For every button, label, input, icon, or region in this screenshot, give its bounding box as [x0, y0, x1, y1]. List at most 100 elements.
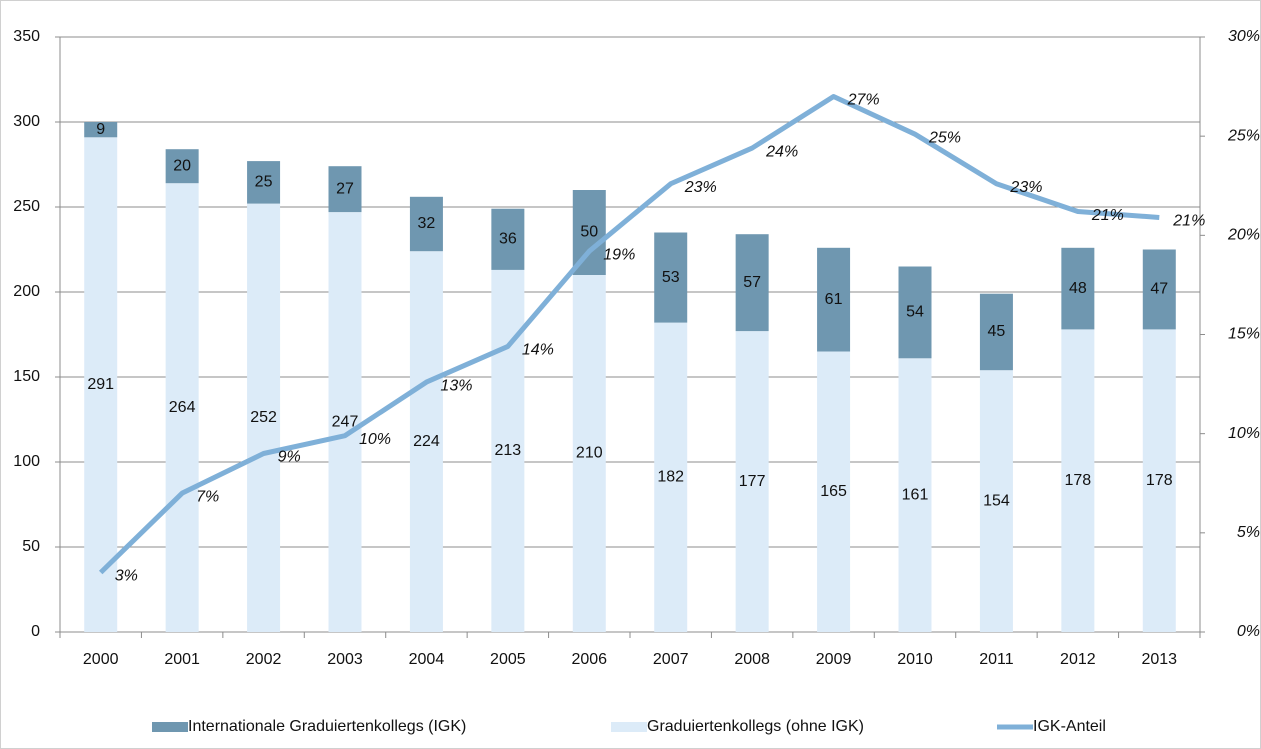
bar [491, 208, 525, 270]
line-label: 21% [1172, 213, 1205, 230]
line-label: 14% [522, 342, 554, 359]
x-tick-label: 2007 [653, 651, 689, 668]
y2-tick-label: 5% [1237, 524, 1260, 541]
bar-label: 252 [250, 409, 277, 426]
y-tick-label: 0 [31, 623, 40, 640]
x-tick-label: 2010 [897, 651, 933, 668]
bar [817, 351, 851, 632]
bar [572, 275, 606, 632]
line-label: 24% [765, 143, 798, 160]
y-tick-label: 150 [13, 368, 40, 385]
x-tick-label: 2000 [83, 651, 119, 668]
bar-label: 20 [173, 157, 191, 174]
bar-label: 61 [825, 291, 843, 308]
bar-label: 25 [255, 174, 273, 191]
legend-label: Internationale Graduiertenkollegs (IGK) [188, 718, 466, 735]
bar [84, 137, 118, 633]
legend-swatch [611, 722, 647, 732]
bar-label: 47 [1150, 281, 1168, 298]
x-tick-label: 2006 [571, 651, 607, 668]
y2-tick-label: 25% [1227, 127, 1260, 144]
bar-label: 27 [336, 180, 354, 197]
bar-label: 45 [988, 323, 1006, 340]
bar-label: 50 [580, 224, 598, 241]
bar-label: 213 [495, 442, 522, 459]
x-tick-label: 2001 [164, 651, 200, 668]
bar-label: 291 [87, 376, 114, 393]
line-label: 3% [115, 568, 138, 585]
line-label: 27% [847, 92, 880, 109]
y-tick-label: 100 [13, 453, 40, 470]
bar [247, 161, 281, 204]
bar [898, 358, 932, 632]
bar [247, 203, 281, 632]
bar-label: 264 [169, 399, 196, 416]
bar [654, 322, 688, 632]
bar [165, 149, 199, 184]
legend-label: IGK-Anteil [1033, 718, 1106, 735]
bar [979, 370, 1013, 632]
line-label: 9% [278, 449, 301, 466]
y2-tick-label: 30% [1228, 28, 1260, 45]
line-label: 10% [359, 431, 391, 448]
bar [979, 293, 1013, 371]
bar-label: 54 [906, 304, 924, 321]
bar [817, 247, 851, 352]
bar-label: 178 [1065, 472, 1092, 489]
bar-label: 182 [657, 469, 684, 486]
bar [409, 251, 443, 632]
x-tick-label: 2009 [816, 651, 852, 668]
line-label: 21% [1091, 207, 1124, 224]
legend-label: Graduiertenkollegs (ohne IGK) [647, 718, 864, 735]
bar-label: 9 [96, 121, 105, 138]
bar [735, 331, 769, 632]
x-tick-label: 2013 [1141, 651, 1177, 668]
x-tick-label: 2011 [979, 651, 1014, 668]
line-label: 25% [928, 129, 961, 146]
bar [735, 234, 769, 332]
bar-label: 178 [1146, 472, 1173, 489]
legend-swatch [152, 722, 188, 732]
x-tick-label: 2012 [1060, 651, 1096, 668]
y2-tick-label: 20% [1227, 227, 1260, 244]
bar-label: 154 [983, 492, 1010, 509]
bar-label: 48 [1069, 280, 1087, 297]
bar [1142, 249, 1176, 330]
line [98, 94, 1160, 575]
bar-label: 161 [902, 486, 929, 503]
bar-label: 53 [662, 269, 680, 286]
y2-tick-label: 15% [1228, 326, 1260, 343]
bar-label: 32 [418, 215, 436, 232]
bar-label: 210 [576, 445, 603, 462]
x-tick-label: 2003 [327, 651, 363, 668]
y-tick-label: 350 [13, 28, 40, 45]
x-tick-label: 2002 [246, 651, 282, 668]
x-tick-label: 2008 [734, 651, 770, 668]
bar [1061, 247, 1095, 330]
bar-label: 247 [332, 413, 359, 430]
y-tick-label: 300 [13, 113, 40, 130]
bar-label: 224 [413, 433, 440, 450]
bar [165, 183, 199, 632]
y-tick-label: 200 [13, 283, 40, 300]
x-tick-label: 2004 [409, 651, 445, 668]
bar [1142, 329, 1176, 632]
bar [898, 266, 932, 359]
bar [328, 212, 362, 632]
bar-label: 177 [739, 473, 766, 490]
y2-tick-label: 0% [1237, 623, 1260, 640]
bar-label: 36 [499, 231, 517, 248]
bar [84, 122, 118, 138]
line-label: 23% [684, 179, 717, 196]
bar [654, 232, 688, 323]
bar [409, 196, 443, 252]
line-label: 13% [440, 377, 472, 394]
line-label: 19% [603, 246, 635, 263]
bar-label: 165 [820, 483, 847, 500]
x-tick-label: 2005 [490, 651, 526, 668]
line-label: 7% [196, 488, 219, 505]
y-tick-label: 50 [22, 538, 40, 555]
bar [328, 166, 362, 213]
